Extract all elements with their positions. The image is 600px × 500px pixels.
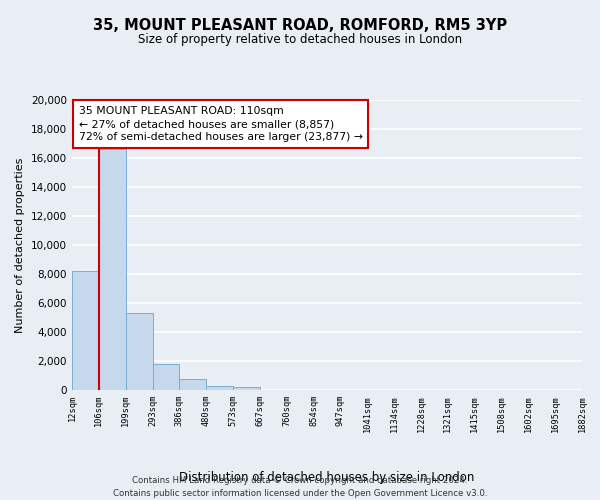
Bar <box>125 313 152 390</box>
Y-axis label: Number of detached properties: Number of detached properties <box>16 158 25 332</box>
Bar <box>152 364 179 390</box>
Bar <box>233 387 260 390</box>
Text: 35 MOUNT PLEASANT ROAD: 110sqm
← 27% of detached houses are smaller (8,857)
72% : 35 MOUNT PLEASANT ROAD: 110sqm ← 27% of … <box>79 106 363 142</box>
Text: Contains HM Land Registry data © Crown copyright and database right 2024.
Contai: Contains HM Land Registry data © Crown c… <box>113 476 487 498</box>
Text: 35, MOUNT PLEASANT ROAD, ROMFORD, RM5 3YP: 35, MOUNT PLEASANT ROAD, ROMFORD, RM5 3Y… <box>93 18 507 32</box>
Bar <box>206 386 233 390</box>
Bar <box>99 150 125 390</box>
Bar <box>72 271 99 390</box>
X-axis label: Distribution of detached houses by size in London: Distribution of detached houses by size … <box>179 470 475 484</box>
Bar <box>179 379 206 390</box>
Text: Size of property relative to detached houses in London: Size of property relative to detached ho… <box>138 32 462 46</box>
